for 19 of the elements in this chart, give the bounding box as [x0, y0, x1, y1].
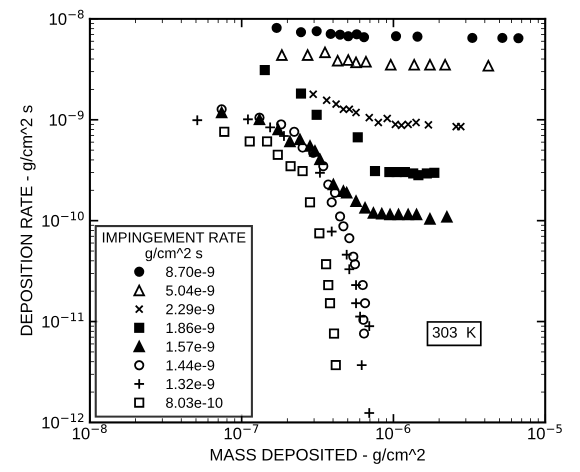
- legend-label: 8.03e-10: [166, 398, 222, 408]
- legend-label: 1.32e-9: [166, 378, 214, 390]
- legend-label: 8.70e-9: [166, 266, 214, 277]
- y-tick-label: 10$^{−11}$: [42, 312, 84, 328]
- x-tick-label: 10$^{−5}$: [528, 424, 562, 440]
- annotation: 303 K: [432, 326, 476, 338]
- legend-label: 1.57e-9: [166, 341, 214, 352]
- legend-label: 2.29e-9: [166, 304, 214, 314]
- y-axis-title: DEPOSITION RATE - g/cm^2 s: [20, 105, 36, 336]
- legend-label: 1.86e-9: [166, 322, 214, 334]
- y-tick-label: 10$^{−9}$: [50, 110, 84, 126]
- y-tick-label: 10$^{−8}$: [50, 10, 84, 25]
- legend-label: 5.04e-9: [166, 285, 214, 296]
- x-tick-label: 10$^{−7}$: [224, 424, 258, 440]
- x-axis-title: MASS DEPOSITED - g/cm^2: [210, 448, 425, 464]
- x-tick-label: 10$^{−6}$: [376, 424, 410, 440]
- legend-label: 1.44e-9: [166, 360, 214, 370]
- y-tick-label: 10$^{−10}$: [42, 212, 84, 227]
- legend-title: IMPINGEMENT RATE g/cm^2 s: [102, 232, 246, 262]
